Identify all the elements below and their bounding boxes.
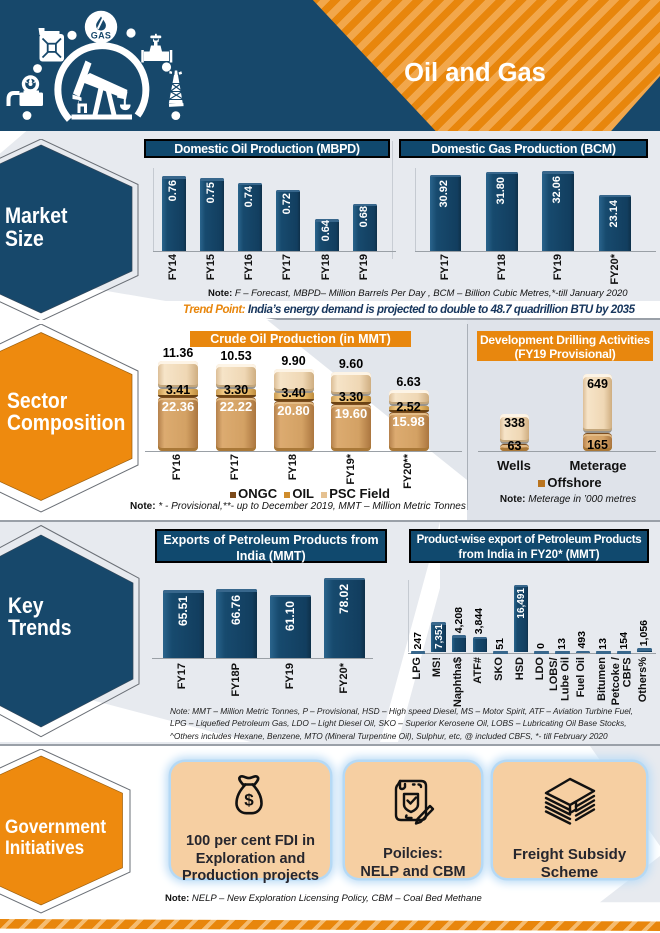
- svg-text:$: $: [244, 791, 254, 810]
- svg-text:GAS: GAS: [91, 31, 111, 41]
